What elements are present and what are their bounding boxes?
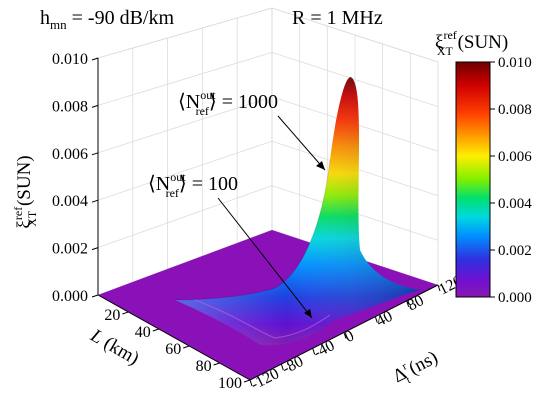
x-ticks: 20 40 60 80 100 xyxy=(104,307,251,392)
z-gridline-left xyxy=(97,96,273,154)
y-axis-label: Δrt (ns) xyxy=(389,346,443,391)
colorbar-tick-label: 0.002 xyxy=(498,243,532,259)
colorbar-title: ξref XT (SUN) xyxy=(435,28,508,58)
y-tick-mark xyxy=(406,300,410,307)
x-tick-mark xyxy=(213,362,220,366)
axis-walls xyxy=(97,7,439,296)
x-tick-mark xyxy=(152,328,159,332)
z-ticks: 0.000 0.002 0.004 0.006 0.008 0.010 xyxy=(52,51,99,305)
x-tick-label: 20 xyxy=(104,307,120,324)
surface-ridge xyxy=(174,159,331,301)
y-tick-label: 0 xyxy=(342,327,357,346)
z-gridline-left xyxy=(97,185,273,248)
y-tick-mark xyxy=(374,316,378,323)
colorbar-tick-label: 0.004 xyxy=(498,196,532,212)
z-gridline-left xyxy=(97,52,273,106)
chart-title-h: hmn = -90 dB/km xyxy=(40,7,174,32)
annotation-1000-arrowhead xyxy=(316,161,325,170)
x-tick-label: 40 xyxy=(135,324,151,341)
surface-peak xyxy=(174,77,420,346)
z-tick-mark xyxy=(91,104,99,108)
z-gridline-left xyxy=(97,7,273,59)
x-tick-label: 80 xyxy=(196,358,212,375)
colorbar-tick-label: 0.008 xyxy=(498,102,532,118)
surface-shading xyxy=(175,77,420,346)
x-tick-mark xyxy=(243,379,251,383)
y-tick-mark xyxy=(249,379,253,387)
z-tick-mark xyxy=(91,152,99,156)
y-tick-mark xyxy=(343,332,347,339)
y-tick-label: 40 xyxy=(373,308,395,330)
z-tick-label: 0.010 xyxy=(52,51,88,68)
colorbar-tick-label: 0.010 xyxy=(498,55,532,71)
colorbar-gradient xyxy=(455,61,491,298)
x-axis-line xyxy=(97,294,251,381)
y-tick-label: 80 xyxy=(405,292,427,314)
z-tick-label: 0.006 xyxy=(52,146,88,163)
y-tick-mark xyxy=(312,348,316,355)
x-tick-label: 100 xyxy=(218,375,242,392)
x-tick-mark xyxy=(122,311,129,315)
annotation-100-arrowhead xyxy=(304,309,312,318)
z-tick-mark xyxy=(91,294,99,298)
colorbar-ticks: 0.010 0.008 0.006 0.004 0.002 0.000 xyxy=(490,55,532,306)
colorbar: ξref XT (SUN) 0.0100.0080.0060.0040.0020.… xyxy=(435,28,532,306)
z-tick-mark xyxy=(91,57,99,61)
z-tick-mark xyxy=(91,247,99,251)
annotation-1000: ⟨Nout ref⟩ = 1000 xyxy=(178,88,278,118)
chart-title-rate: R = 1 MHz xyxy=(292,7,383,29)
x-tick-label: 60 xyxy=(165,341,181,358)
x-tick-mark xyxy=(183,345,190,349)
axes: 0.000 0.002 0.004 0.006 0.008 0.010 20 40 60 80 1… xyxy=(52,51,465,394)
surface-contour-100 xyxy=(194,299,331,339)
annotation-100: ⟨Nout ref⟩ = 100 xyxy=(148,170,238,200)
y-tick-mark xyxy=(437,284,441,292)
colorbar-tick-label: 0.000 xyxy=(498,290,532,306)
z-tick-label: 0.000 xyxy=(52,288,88,305)
z-tick-label: 0.004 xyxy=(52,193,88,210)
z-tick-label: 0.002 xyxy=(52,241,88,258)
y-tick-mark xyxy=(280,364,284,371)
wall-gridlines xyxy=(97,7,439,282)
z-axis-label: ξrefXT (SUN) xyxy=(11,155,39,228)
z-tick-mark xyxy=(91,199,99,203)
z-gridline-left xyxy=(97,140,273,201)
z-tick-label: 0.008 xyxy=(52,98,88,115)
colorbar-tick-label: 0.006 xyxy=(498,149,532,165)
annotation-100-arrow xyxy=(217,197,313,319)
annotation-1000-arrow xyxy=(277,115,326,171)
